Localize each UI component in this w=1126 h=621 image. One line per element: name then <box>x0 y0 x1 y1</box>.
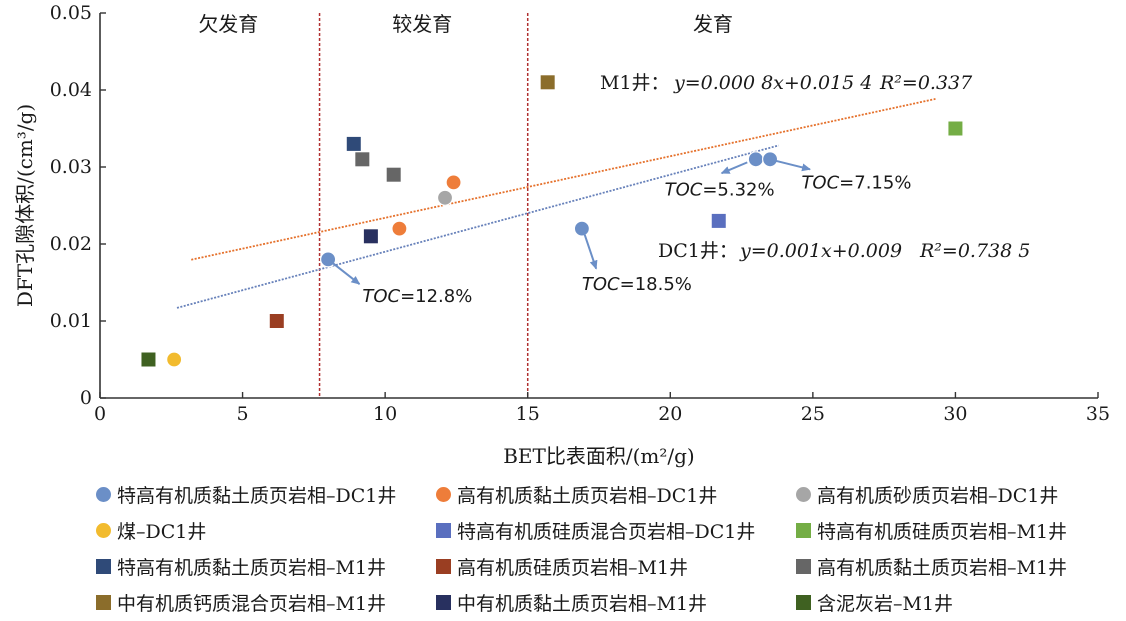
data-point-s9-p0 <box>540 75 555 90</box>
annotation-arrow-3 <box>720 161 748 175</box>
legend-marker <box>796 486 811 502</box>
trendline-dc1 <box>176 144 779 309</box>
annotation-label-2: TOC=18.5% <box>582 274 692 295</box>
annotation-layer: TOC=12.8% TOC=18.5% TOC=5.32% TOC=7.15% <box>330 159 911 307</box>
y-tick-label: 0 <box>80 387 92 409</box>
x-tick-label: 20 <box>658 403 682 425</box>
legend-marker <box>436 558 451 574</box>
legend-label: 含泥灰岩–M1井 <box>817 592 954 615</box>
legend-label: 中有机质钙质混合页岩相–M1井 <box>117 592 387 615</box>
annotation-arrow-1 <box>330 260 361 285</box>
legend-item: 含泥灰岩–M1井 <box>796 588 953 616</box>
annotation-label-1: TOC=12.8% <box>362 286 472 307</box>
y-tick-label: 0.02 <box>50 233 92 255</box>
legend-item: 中有机质钙质混合页岩相–M1井 <box>96 588 386 616</box>
x-tick-label: 10 <box>373 403 397 425</box>
zone-label-1: 欠发育 <box>198 12 258 36</box>
legend-marker <box>96 522 111 538</box>
legend-item: 中有机质黏土质页岩相–M1井 <box>436 588 707 616</box>
legend-item: 特高有机质硅质混合页岩相–DC1井 <box>436 516 755 544</box>
equation-prefix-m1: M1井： <box>600 72 670 94</box>
data-point-s0-p2 <box>747 151 764 168</box>
data-point-s3-p0 <box>166 351 183 368</box>
x-tick-label: 25 <box>801 403 825 425</box>
data-point-s2-p0 <box>436 189 454 206</box>
legend-marker <box>436 594 451 610</box>
data-point-s0-p3 <box>761 151 779 168</box>
data-point-s1-p1 <box>445 174 462 191</box>
x-tick-label: 35 <box>1086 403 1110 425</box>
zone-layer: 欠发育 较发育 发育 <box>198 12 733 398</box>
equation-m1: y=0.000 8x+0.015 4 <box>673 72 872 94</box>
axes-layer: 0 5 10 15 20 25 30 35 0 0.01 0.02 0.03 0.04 0.05 BET比表… <box>13 2 1110 468</box>
x-tick-label: 5 <box>237 403 249 425</box>
data-point-s10-p0 <box>363 229 378 244</box>
equation-prefix-dc1: DC1井： <box>658 240 738 262</box>
legend-item: 特高有机质黏土质页岩相–DC1井 <box>96 480 396 508</box>
x-axis-title: BET比表面积/(m²/g) <box>503 444 695 468</box>
y-tick-label: 0.01 <box>50 310 92 332</box>
r-squared-m1: R²=0.337 <box>879 72 973 94</box>
zone-label-3: 发育 <box>693 12 733 36</box>
annotation-arrow-2 <box>583 234 598 270</box>
x-tick-label: 15 <box>516 403 540 425</box>
legend-marker <box>96 558 111 574</box>
legend-item: 高有机质砂质页岩相–DC1井 <box>796 480 1058 508</box>
legend-item: 高有机质硅质页岩相–M1井 <box>436 552 688 580</box>
legend-label: 特高有机质硅质混合页岩相–DC1井 <box>457 520 756 543</box>
annotation-arrow-4 <box>775 159 811 172</box>
legend-label: 特高有机质硅质页岩相–M1井 <box>817 520 1068 543</box>
data-point-s0-p1 <box>573 220 590 237</box>
legend-marker <box>96 594 111 610</box>
r-squared-dc1: R²=0.738 5 <box>919 240 1030 262</box>
y-axis-title: DFT孔隙体积/(cm³/g) <box>13 104 37 307</box>
data-point-s1-p0 <box>391 220 408 237</box>
data-point-s11-p0 <box>141 352 156 367</box>
zone-label-2: 较发育 <box>392 12 452 36</box>
x-tick-label: 0 <box>94 403 106 425</box>
legend-item: 煤–DC1井 <box>96 516 206 544</box>
legend-marker <box>436 486 451 502</box>
equation-dc1: y=0.001x+0.009 <box>739 240 902 262</box>
trendline-layer: M1井： y=0.000 8x+0.015 4 R²=0.337 DC1井： y=0.0… <box>176 72 1030 309</box>
data-point-s4-p0 <box>711 213 726 228</box>
data-point-s5-p0 <box>948 121 963 136</box>
data-point-s8-p0 <box>355 152 370 167</box>
legend-marker <box>96 486 111 502</box>
legend-label: 高有机质硅质页岩相–M1井 <box>457 556 689 579</box>
points-layer <box>141 75 963 368</box>
legend-item: 特高有机质硅质页岩相–M1井 <box>796 516 1067 544</box>
y-tick-label: 0.04 <box>50 79 92 101</box>
legend-marker <box>796 558 811 574</box>
legend-marker <box>436 522 451 538</box>
annotation-label-4: TOC=7.15% <box>801 173 911 194</box>
legend-label: 高有机质黏土质页岩相–M1井 <box>817 556 1068 579</box>
legend-label: 煤–DC1井 <box>117 520 207 543</box>
legend-marker <box>796 522 811 538</box>
y-tick-label: 0.05 <box>50 2 92 24</box>
legend-item: 高有机质黏土质页岩相–M1井 <box>796 552 1067 580</box>
legend-label: 高有机质砂质页岩相–DC1井 <box>817 484 1059 507</box>
data-point-s8-p1 <box>386 167 401 182</box>
legend-marker <box>796 594 811 610</box>
legend-label: 高有机质黏土质页岩相–DC1井 <box>457 484 718 507</box>
legend-label: 中有机质黏土质页岩相–M1井 <box>457 592 708 615</box>
x-tick-label: 30 <box>943 403 967 425</box>
legend-label: 特高有机质黏土质页岩相–M1井 <box>117 556 387 579</box>
y-tick-label: 0.03 <box>50 156 92 178</box>
annotation-label-3: TOC=5.32% <box>665 179 775 200</box>
legend-item: 高有机质黏土质页岩相–DC1井 <box>436 480 717 508</box>
scatter-chart: 欠发育 较发育 发育 M1井： y=0.000 8x+0.015 4 R²=0.337 D… <box>13 2 1110 468</box>
data-point-s7-p0 <box>269 314 284 328</box>
trendline-m1 <box>191 98 936 261</box>
legend-item: 特高有机质黏土质页岩相–M1井 <box>96 552 386 580</box>
legend-label: 特高有机质黏土质页岩相–DC1井 <box>117 484 397 507</box>
data-point-s6-p0 <box>346 136 361 151</box>
